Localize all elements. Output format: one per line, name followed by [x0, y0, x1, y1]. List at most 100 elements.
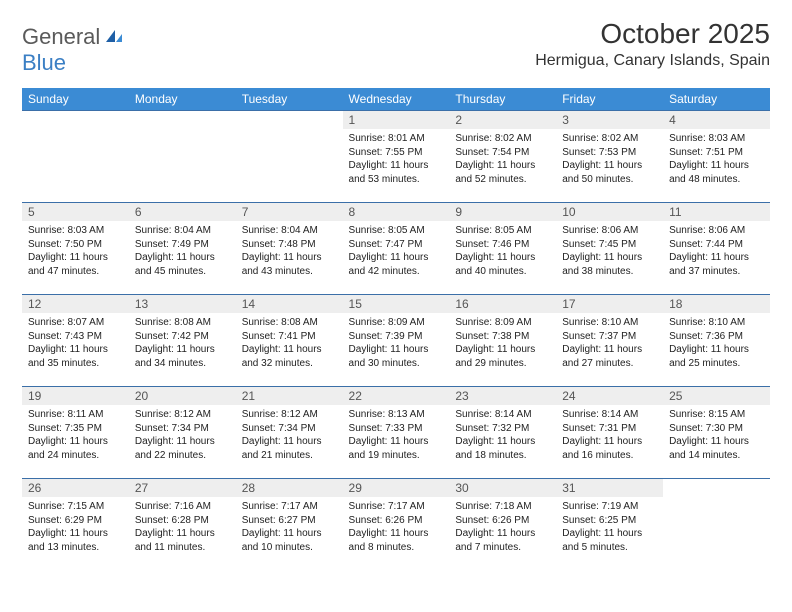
- sunset-text: Sunset: 7:51 PM: [669, 146, 764, 160]
- day-number: 14: [236, 295, 343, 313]
- calendar-cell: 8Sunrise: 8:05 AMSunset: 7:47 PMDaylight…: [343, 203, 450, 295]
- sunset-text: Sunset: 7:30 PM: [669, 422, 764, 436]
- day-number: 20: [129, 387, 236, 405]
- day-number: 13: [129, 295, 236, 313]
- logo-sail-icon: [104, 24, 124, 50]
- sunset-text: Sunset: 7:32 PM: [455, 422, 550, 436]
- sunset-text: Sunset: 7:33 PM: [349, 422, 444, 436]
- daylight-text: Daylight: 11 hours and 52 minutes.: [455, 159, 550, 186]
- sunset-text: Sunset: 7:41 PM: [242, 330, 337, 344]
- sunset-text: Sunset: 7:44 PM: [669, 238, 764, 252]
- day-header: Tuesday: [236, 88, 343, 111]
- sunset-text: Sunset: 7:48 PM: [242, 238, 337, 252]
- daylight-text: Daylight: 11 hours and 48 minutes.: [669, 159, 764, 186]
- calendar-row: 19Sunrise: 8:11 AMSunset: 7:35 PMDayligh…: [22, 387, 770, 479]
- daylight-text: Daylight: 11 hours and 16 minutes.: [562, 435, 657, 462]
- day-details: Sunrise: 8:01 AMSunset: 7:55 PMDaylight:…: [343, 129, 450, 190]
- calendar-cell: 10Sunrise: 8:06 AMSunset: 7:45 PMDayligh…: [556, 203, 663, 295]
- day-details: Sunrise: 8:06 AMSunset: 7:45 PMDaylight:…: [556, 221, 663, 282]
- day-details: Sunrise: 8:08 AMSunset: 7:42 PMDaylight:…: [129, 313, 236, 374]
- calendar-cell: 24Sunrise: 8:14 AMSunset: 7:31 PMDayligh…: [556, 387, 663, 479]
- calendar-cell: 11Sunrise: 8:06 AMSunset: 7:44 PMDayligh…: [663, 203, 770, 295]
- sunset-text: Sunset: 7:31 PM: [562, 422, 657, 436]
- logo-text: General Blue: [22, 24, 124, 76]
- sunrise-text: Sunrise: 7:19 AM: [562, 500, 657, 514]
- calendar-cell: 4Sunrise: 8:03 AMSunset: 7:51 PMDaylight…: [663, 111, 770, 203]
- day-number: 4: [663, 111, 770, 129]
- day-details: Sunrise: 7:19 AMSunset: 6:25 PMDaylight:…: [556, 497, 663, 558]
- day-header: Friday: [556, 88, 663, 111]
- sunset-text: Sunset: 7:46 PM: [455, 238, 550, 252]
- sunset-text: Sunset: 7:42 PM: [135, 330, 230, 344]
- daylight-text: Daylight: 11 hours and 30 minutes.: [349, 343, 444, 370]
- calendar-cell: [236, 111, 343, 203]
- day-details: Sunrise: 7:16 AMSunset: 6:28 PMDaylight:…: [129, 497, 236, 558]
- day-header: Saturday: [663, 88, 770, 111]
- daylight-text: Daylight: 11 hours and 42 minutes.: [349, 251, 444, 278]
- day-number: 3: [556, 111, 663, 129]
- day-details: Sunrise: 8:02 AMSunset: 7:53 PMDaylight:…: [556, 129, 663, 190]
- day-number: 22: [343, 387, 450, 405]
- calendar-cell: 15Sunrise: 8:09 AMSunset: 7:39 PMDayligh…: [343, 295, 450, 387]
- daylight-text: Daylight: 11 hours and 40 minutes.: [455, 251, 550, 278]
- day-number: 26: [22, 479, 129, 497]
- daylight-text: Daylight: 11 hours and 29 minutes.: [455, 343, 550, 370]
- sunrise-text: Sunrise: 8:08 AM: [135, 316, 230, 330]
- day-number: 15: [343, 295, 450, 313]
- calendar-cell: 27Sunrise: 7:16 AMSunset: 6:28 PMDayligh…: [129, 479, 236, 571]
- title-block: October 2025 Hermigua, Canary Islands, S…: [535, 18, 770, 70]
- calendar-table: Sunday Monday Tuesday Wednesday Thursday…: [22, 88, 770, 571]
- calendar-cell: [22, 111, 129, 203]
- day-header: Sunday: [22, 88, 129, 111]
- sunset-text: Sunset: 7:43 PM: [28, 330, 123, 344]
- day-details: Sunrise: 8:10 AMSunset: 7:37 PMDaylight:…: [556, 313, 663, 374]
- sunset-text: Sunset: 6:28 PM: [135, 514, 230, 528]
- day-header: Monday: [129, 88, 236, 111]
- day-number: 23: [449, 387, 556, 405]
- sunrise-text: Sunrise: 8:12 AM: [242, 408, 337, 422]
- calendar-cell: 22Sunrise: 8:13 AMSunset: 7:33 PMDayligh…: [343, 387, 450, 479]
- sunset-text: Sunset: 7:49 PM: [135, 238, 230, 252]
- sunrise-text: Sunrise: 8:03 AM: [28, 224, 123, 238]
- day-number: 19: [22, 387, 129, 405]
- day-details: Sunrise: 8:08 AMSunset: 7:41 PMDaylight:…: [236, 313, 343, 374]
- sunset-text: Sunset: 6:26 PM: [349, 514, 444, 528]
- sunrise-text: Sunrise: 8:06 AM: [669, 224, 764, 238]
- calendar-cell: 7Sunrise: 8:04 AMSunset: 7:48 PMDaylight…: [236, 203, 343, 295]
- calendar-cell: 19Sunrise: 8:11 AMSunset: 7:35 PMDayligh…: [22, 387, 129, 479]
- day-number: 8: [343, 203, 450, 221]
- day-details: Sunrise: 8:04 AMSunset: 7:48 PMDaylight:…: [236, 221, 343, 282]
- daylight-text: Daylight: 11 hours and 8 minutes.: [349, 527, 444, 554]
- day-details: Sunrise: 7:17 AMSunset: 6:27 PMDaylight:…: [236, 497, 343, 558]
- sunrise-text: Sunrise: 8:12 AM: [135, 408, 230, 422]
- day-header: Thursday: [449, 88, 556, 111]
- calendar-cell: 29Sunrise: 7:17 AMSunset: 6:26 PMDayligh…: [343, 479, 450, 571]
- sunset-text: Sunset: 7:34 PM: [135, 422, 230, 436]
- sunrise-text: Sunrise: 8:07 AM: [28, 316, 123, 330]
- calendar-cell: 16Sunrise: 8:09 AMSunset: 7:38 PMDayligh…: [449, 295, 556, 387]
- sunset-text: Sunset: 7:36 PM: [669, 330, 764, 344]
- day-details: Sunrise: 7:18 AMSunset: 6:26 PMDaylight:…: [449, 497, 556, 558]
- calendar-cell: 12Sunrise: 8:07 AMSunset: 7:43 PMDayligh…: [22, 295, 129, 387]
- daylight-text: Daylight: 11 hours and 25 minutes.: [669, 343, 764, 370]
- day-details: Sunrise: 8:02 AMSunset: 7:54 PMDaylight:…: [449, 129, 556, 190]
- daylight-text: Daylight: 11 hours and 34 minutes.: [135, 343, 230, 370]
- day-number: 24: [556, 387, 663, 405]
- calendar-cell: 23Sunrise: 8:14 AMSunset: 7:32 PMDayligh…: [449, 387, 556, 479]
- calendar-cell: 6Sunrise: 8:04 AMSunset: 7:49 PMDaylight…: [129, 203, 236, 295]
- sunrise-text: Sunrise: 7:16 AM: [135, 500, 230, 514]
- calendar-cell: 28Sunrise: 7:17 AMSunset: 6:27 PMDayligh…: [236, 479, 343, 571]
- sunrise-text: Sunrise: 7:17 AM: [242, 500, 337, 514]
- calendar-cell: 21Sunrise: 8:12 AMSunset: 7:34 PMDayligh…: [236, 387, 343, 479]
- sunset-text: Sunset: 7:38 PM: [455, 330, 550, 344]
- sunset-text: Sunset: 6:29 PM: [28, 514, 123, 528]
- calendar-cell: [663, 479, 770, 571]
- day-details: Sunrise: 8:05 AMSunset: 7:47 PMDaylight:…: [343, 221, 450, 282]
- sunrise-text: Sunrise: 8:05 AM: [349, 224, 444, 238]
- day-number: 6: [129, 203, 236, 221]
- day-number: 12: [22, 295, 129, 313]
- day-details: Sunrise: 8:04 AMSunset: 7:49 PMDaylight:…: [129, 221, 236, 282]
- month-title: October 2025: [535, 18, 770, 50]
- sunset-text: Sunset: 7:45 PM: [562, 238, 657, 252]
- calendar-cell: 14Sunrise: 8:08 AMSunset: 7:41 PMDayligh…: [236, 295, 343, 387]
